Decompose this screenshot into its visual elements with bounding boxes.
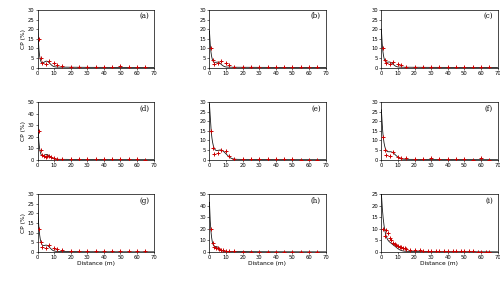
Text: (f): (f): [484, 104, 493, 112]
Y-axis label: CP (%): CP (%): [21, 29, 26, 49]
Text: (g): (g): [139, 197, 149, 205]
Y-axis label: CP (%): CP (%): [21, 121, 26, 141]
Text: (c): (c): [484, 12, 493, 20]
Text: (i): (i): [485, 197, 493, 205]
Text: (h): (h): [311, 197, 321, 205]
Text: (d): (d): [139, 104, 149, 112]
X-axis label: Distance (m): Distance (m): [76, 261, 114, 267]
Text: (b): (b): [311, 12, 321, 20]
Text: (a): (a): [140, 12, 149, 20]
X-axis label: Distance (m): Distance (m): [420, 261, 459, 267]
X-axis label: Distance (m): Distance (m): [248, 261, 286, 267]
Text: (e): (e): [312, 104, 321, 112]
Y-axis label: CP (%): CP (%): [21, 213, 26, 233]
